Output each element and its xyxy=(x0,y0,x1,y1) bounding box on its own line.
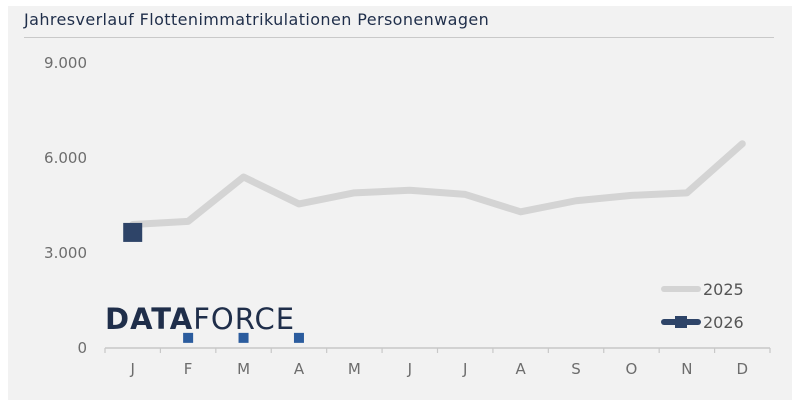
y-tick-label: 6.000 xyxy=(44,149,87,167)
series-2026-marker xyxy=(293,332,304,343)
series-2026-marker xyxy=(183,332,194,343)
chart-title: Jahresverlauf Flottenimmatrikulationen P… xyxy=(24,10,490,29)
series-2026-marker xyxy=(238,332,249,343)
x-tick-label: A xyxy=(294,360,305,378)
series-2026-marker xyxy=(123,222,143,242)
x-tick-label: J xyxy=(129,360,134,378)
x-tick-label: S xyxy=(571,360,581,378)
title-divider xyxy=(24,37,774,38)
chart-panel xyxy=(8,6,792,400)
logo-text-force: FORCE xyxy=(193,302,296,336)
logo-text-data: DATA xyxy=(105,302,194,336)
legend: 2025 2026 xyxy=(661,280,744,332)
x-tick-label: J xyxy=(462,360,467,378)
x-tick-label: J xyxy=(407,360,412,378)
x-tick-label: O xyxy=(626,360,638,378)
legend-2026-label: 2026 xyxy=(703,313,744,332)
y-tick-label: 0 xyxy=(77,339,87,357)
x-tick-label: A xyxy=(515,360,526,378)
x-tick-label: M xyxy=(348,360,361,378)
y-tick-label: 3.000 xyxy=(44,244,87,262)
x-tick-label: M xyxy=(237,360,250,378)
y-tick-label: 9.000 xyxy=(44,54,87,72)
x-tick-label: D xyxy=(737,360,749,378)
x-tick-label: N xyxy=(681,360,692,378)
legend-2025-label: 2025 xyxy=(703,280,744,299)
legend-2026-marker xyxy=(675,316,687,328)
series-layer xyxy=(123,140,746,343)
x-tick-label: F xyxy=(184,360,193,378)
y-axis-ticks: 0 3.000 6.000 9.000 xyxy=(44,54,87,357)
series-2025-line xyxy=(129,140,746,228)
dataforce-logo: DATAFORCE xyxy=(105,302,295,336)
axis-layer xyxy=(104,347,771,353)
